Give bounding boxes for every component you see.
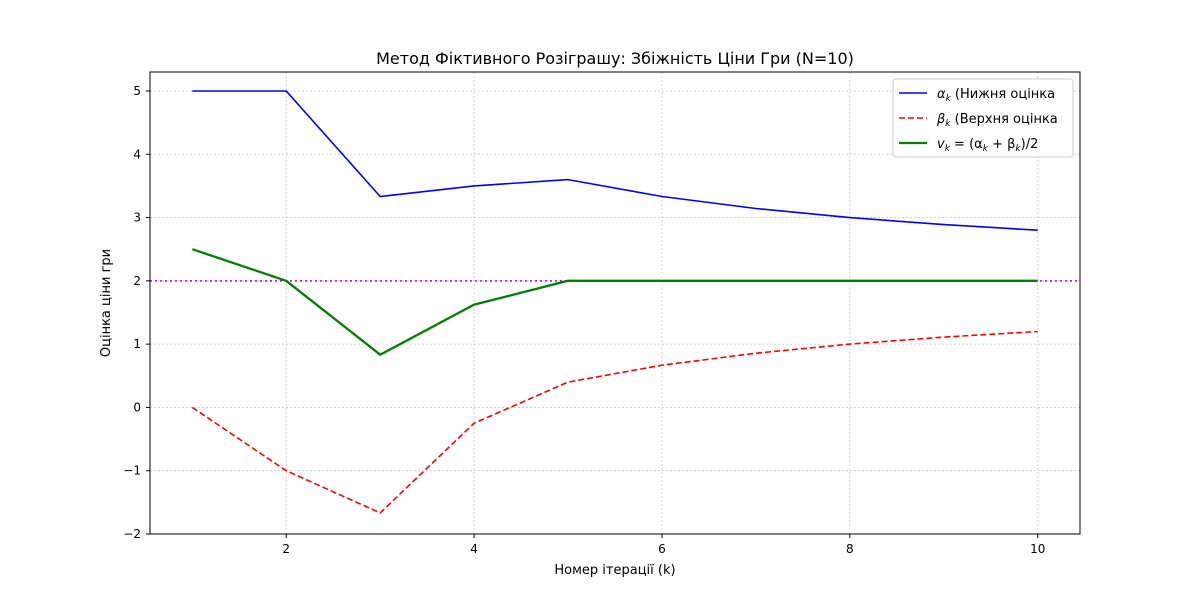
x-tick-label: 2 [282, 542, 290, 556]
legend-entry: βk (Верхня оцінка [936, 112, 1058, 129]
y-tick-label: 2 [133, 274, 141, 288]
series-line-1 [192, 90, 1038, 231]
series-line-3 [191, 248, 1038, 356]
legend: αk (Нижня оцінка βk (Верхня оцінка vk = (α… [892, 78, 1074, 158]
series-group [191, 90, 1038, 514]
y-tick-label: 1 [133, 337, 141, 351]
x-axis-ticks: 2 4 6 8 10 [282, 534, 1045, 556]
y-tick-label: 0 [133, 400, 141, 414]
legend-box [892, 78, 1074, 158]
x-tick-label: 8 [846, 542, 854, 556]
legend-entry: αk (Нижня оцінка [937, 87, 1055, 104]
x-tick-label: 10 [1030, 542, 1045, 556]
y-axis-ticks: −2 −1 0 1 2 3 4 5 [123, 84, 150, 541]
x-axis-label: Номер ітерації (k) [554, 563, 675, 578]
series-line-2 [191, 330, 1038, 514]
legend-entry: vk = (αk + βk)/2 [937, 137, 1038, 154]
y-tick-label: 4 [133, 147, 141, 161]
chart-title: Метод Фіктивного Розіграшу: Збіжність Ці… [376, 49, 854, 68]
plot-frame [149, 71, 1081, 535]
y-tick-label: −1 [123, 464, 141, 478]
y-tick-label: 3 [133, 211, 141, 225]
x-tick-label: 4 [470, 542, 478, 556]
x-tick-label: 6 [658, 542, 666, 556]
y-tick-label: −2 [123, 527, 141, 541]
y-axis-label: Оцінка ціни гри [99, 249, 114, 357]
y-tick-label: 5 [133, 84, 141, 98]
